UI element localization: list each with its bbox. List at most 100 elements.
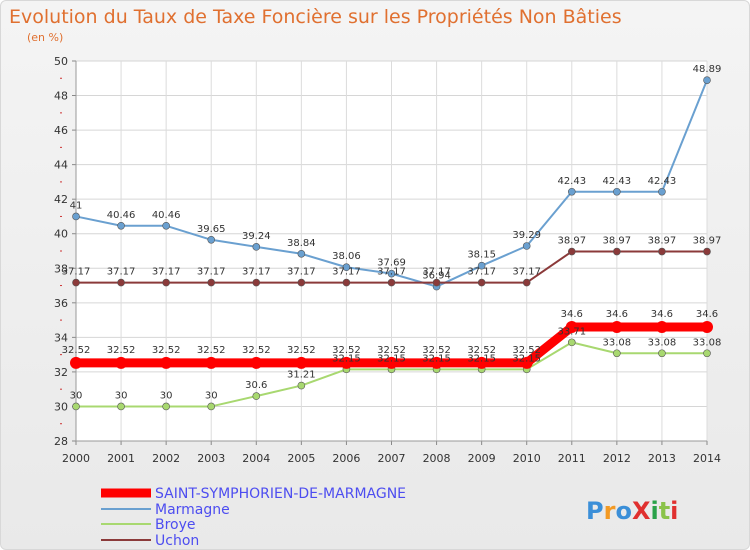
data-label: 37.17: [197, 267, 226, 278]
data-point: [207, 402, 216, 411]
y-tick-label: 28: [54, 435, 68, 448]
data-point: [70, 356, 82, 369]
data-point: [160, 356, 173, 369]
x-tick-label: 2002: [152, 452, 180, 465]
y-tick-label: 46: [54, 124, 68, 137]
y-axis-unit: (en %): [27, 31, 63, 44]
data-label: 38.15: [467, 250, 496, 261]
data-point: [703, 76, 711, 84]
data-point: [477, 278, 486, 287]
data-label: 32.52: [422, 345, 451, 356]
data-point: [475, 356, 488, 369]
x-tick-label: 2007: [378, 452, 406, 465]
y-tick-label: 38: [54, 262, 68, 275]
data-label: 34.6: [696, 309, 718, 320]
data-point: [115, 356, 128, 369]
data-point: [658, 187, 666, 196]
data-point: [297, 278, 306, 287]
proxiti-logo: ProXiti: [586, 497, 678, 525]
data-label: 32.52: [152, 345, 181, 356]
data-label: 37.17: [152, 267, 181, 278]
data-point: [522, 242, 531, 250]
data-labels: 32.52 32.52 32.52 32.52 32.52 32.52 32.52 32.52…: [62, 64, 722, 401]
data-point: [117, 402, 125, 411]
data-label: 37.17: [467, 267, 496, 278]
legend-label: Marmagne: [155, 502, 230, 518]
y-tick-label: 34: [54, 331, 68, 344]
data-point: [72, 402, 80, 411]
data-point: [72, 278, 80, 287]
data-label: 32.52: [62, 345, 91, 356]
series: [70, 76, 713, 411]
data-point: [117, 221, 125, 230]
data-point: [610, 321, 623, 333]
data-label: 38.06: [332, 251, 361, 262]
data-label: 42.43: [557, 176, 586, 187]
data-label: 42.43: [648, 176, 677, 187]
x-tick-label: 2004: [242, 452, 270, 465]
legend-label: Uchon: [155, 533, 199, 549]
data-label: 37.69: [377, 258, 406, 269]
data-label: 33.08: [603, 337, 632, 348]
data-point: [567, 338, 576, 347]
data-point: [703, 349, 711, 358]
logo-text: ProXiti: [586, 497, 678, 525]
x-tick-label: 2014: [693, 452, 721, 465]
data-point: [72, 212, 80, 221]
data-label: 30.6: [245, 380, 267, 391]
data-label: 48.89: [693, 64, 722, 75]
data-point: [520, 356, 533, 369]
data-label: 37.17: [287, 267, 316, 278]
data-point: [342, 263, 351, 272]
data-label: 30: [115, 390, 128, 401]
y-tick-label: 30: [54, 400, 68, 413]
data-point: [297, 249, 306, 258]
logo-letter: X: [632, 497, 651, 525]
data-point: [430, 356, 443, 369]
data-label: 32.52: [332, 345, 361, 356]
data-point: [162, 221, 170, 230]
data-point: [340, 356, 353, 369]
data-label: 31.21: [287, 370, 316, 381]
data-point: [701, 321, 713, 333]
data-point: [387, 278, 396, 287]
data-label: 38.97: [603, 236, 632, 247]
data-label: 33.71: [557, 326, 586, 337]
data-point: [295, 356, 308, 369]
data-label: 34.6: [561, 309, 583, 320]
data-label: 37.17: [377, 267, 406, 278]
data-label: 32.52: [287, 345, 316, 356]
data-point: [567, 187, 576, 196]
data-point: [613, 349, 621, 358]
y-tick-label: 32: [54, 366, 68, 379]
data-label: 37.17: [422, 267, 451, 278]
data-label: 40.46: [107, 210, 136, 221]
data-label: 40.46: [152, 210, 181, 221]
data-label: 38.84: [287, 238, 316, 249]
data-point: [250, 356, 263, 369]
y-tick-label: 36: [54, 297, 68, 310]
x-tick-label: 2001: [107, 452, 135, 465]
data-point: [205, 356, 218, 369]
legend-label: SAINT-SYMPHORIEN-DE-MARMAGNE: [155, 486, 406, 502]
data-label: 37.17: [332, 267, 361, 278]
y-tick-label: 48: [54, 90, 68, 103]
data-label: 39.65: [197, 224, 226, 235]
data-point: [522, 278, 531, 287]
legend: SAINT-SYMPHORIEN-DE-MARMAGNEMarmagneBroy…: [101, 486, 406, 549]
data-point: [342, 278, 351, 287]
data-label: 32.52: [377, 345, 406, 356]
data-point: [252, 392, 261, 400]
data-point: [565, 321, 578, 333]
data-label: 36.94: [422, 271, 451, 282]
data-point: [252, 278, 261, 287]
data-label: 32.15: [422, 353, 451, 364]
logo-letter: r: [604, 497, 616, 525]
data-point: [162, 402, 170, 411]
data-point: [658, 349, 666, 358]
data-label: 32.15: [377, 353, 406, 364]
data-label: 32.15: [512, 353, 541, 364]
data-label: 39.24: [242, 231, 271, 242]
